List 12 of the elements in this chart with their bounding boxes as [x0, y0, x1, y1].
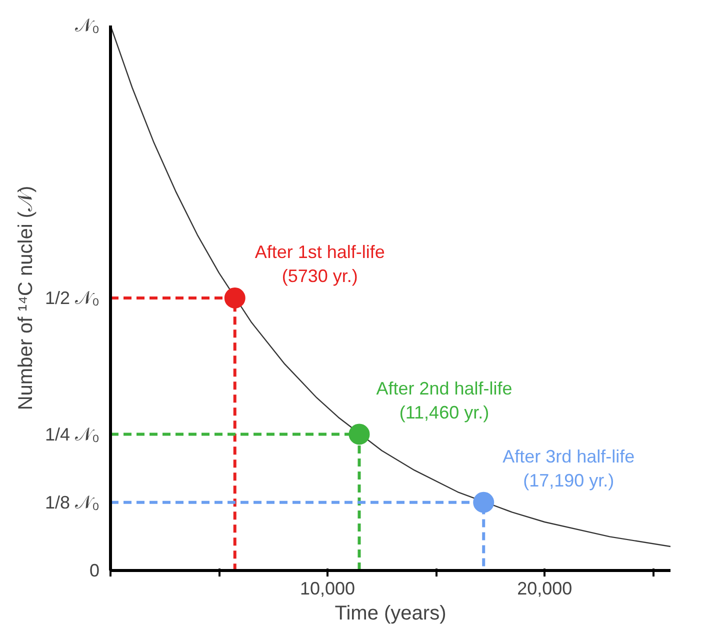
annotation: After 2nd half-life (11,460 yr.) [376, 378, 512, 422]
annotation: 1/8 𝒩₀ [45, 492, 100, 512]
annotation: 𝒩₀ [75, 16, 100, 36]
x-axis-title: Time (years) [334, 602, 446, 624]
annotation: After 1st half-life (5730 yr.) [254, 242, 385, 286]
annotation: 1/2 𝒩₀ [45, 288, 100, 308]
text: 0 [89, 560, 100, 580]
y-axis-title: Number of ¹⁴C nuclei (𝒩) [15, 186, 38, 410]
x-tick-label: 10,000 [300, 578, 356, 598]
x-tick-label: 20,000 [517, 578, 572, 598]
annotation: After 3rd half-life (17,190 yr.) [502, 446, 635, 490]
annotation: 1/4 𝒩₀ [45, 424, 100, 444]
